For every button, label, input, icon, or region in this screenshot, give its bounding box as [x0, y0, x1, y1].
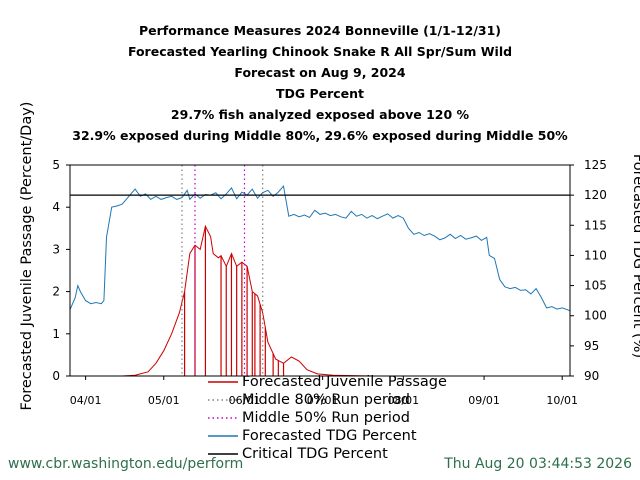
legend-label: Forecasted TDG Percent — [242, 428, 417, 444]
x-tick-label-6: 10/01 — [546, 394, 578, 407]
y-right-tick-label-4: 110 — [584, 248, 607, 262]
x-tick-label-5: 09/01 — [468, 394, 500, 407]
chart-subtitle-middle-exposure: 32.9% exposed during Middle 80%, 29.6% e… — [72, 128, 568, 143]
chart-subtitle-species: Forecasted Yearling Chinook Snake R All … — [127, 44, 513, 59]
legend-item: Critical TDG Percent — [208, 445, 447, 463]
legend-swatch — [208, 381, 238, 383]
y-right-tick-label-0: 90 — [584, 369, 599, 383]
y-left-tick-label-2: 2 — [52, 285, 60, 299]
chart-subtitle-forecast: Forecast on Aug 9, 2024 — [234, 65, 406, 80]
legend-swatch — [208, 435, 238, 437]
x-tick-label-1: 05/01 — [148, 394, 180, 407]
chart-titles: Performance Measures 2024 Bonneville (1/… — [0, 20, 640, 146]
legend-label: Forecasted Juvenile Passage — [242, 374, 447, 390]
plot-frame — [69, 164, 571, 377]
legend-label: Critical TDG Percent — [242, 446, 388, 462]
y-left-axis-label: Forecasted Juvenile Passage (Percent/Day… — [19, 102, 35, 411]
chart-subtitle-exposure: 29.7% fish analyzed exposed above 120 % — [170, 107, 470, 122]
y-right-tick-label-7: 125 — [584, 158, 607, 172]
x-tick-label-0: 04/01 — [70, 394, 102, 407]
tdg-series-line — [69, 184, 571, 312]
y-left-tick-label-5: 5 — [52, 158, 60, 172]
x-tick-label-3: 07/01 — [307, 394, 339, 407]
y-right-tick-label-2: 100 — [584, 309, 607, 323]
y-left-tick-label-0: 0 — [52, 369, 60, 383]
y-right-tick-label-5: 115 — [584, 218, 607, 232]
footer-timestamp: Thu Aug 20 03:44:53 2026 — [444, 456, 632, 472]
legend-label: Middle 50% Run period — [242, 410, 410, 426]
legend-item: Forecasted TDG Percent — [208, 427, 447, 445]
legend-swatch — [208, 417, 238, 419]
chart-title: Performance Measures 2024 Bonneville (1/… — [138, 23, 501, 38]
chart-subtitle-measure: TDG Percent — [275, 86, 365, 101]
y-right-axis-label: Forecasted TDG Percent (%) — [630, 154, 640, 358]
y-right-tick-label-1: 95 — [584, 339, 599, 353]
legend-item: Middle 50% Run period — [208, 409, 447, 427]
y-left-tick-label-3: 3 — [52, 242, 60, 256]
y-left-tick-label-4: 4 — [52, 200, 60, 214]
chart-legend: Forecasted Juvenile Passage Middle 80% Ru… — [208, 373, 447, 463]
y-left-tick-label-1: 1 — [52, 327, 60, 341]
legend-label: Middle 80% Run period — [242, 392, 410, 408]
legend-item: Forecasted Juvenile Passage — [208, 373, 447, 391]
x-tick-label-4: 08/01 — [387, 394, 419, 407]
y-right-tick-label-6: 120 — [584, 188, 607, 202]
legend-swatch — [208, 453, 238, 455]
legend-item: Middle 80% Run period — [208, 391, 447, 409]
passage-series-line — [122, 224, 427, 377]
legend-swatch — [208, 399, 238, 401]
y-right-tick-label-3: 105 — [584, 279, 607, 293]
x-tick-label-2: 06/01 — [229, 394, 261, 407]
footer-url[interactable]: www.cbr.washington.edu/perform — [8, 456, 244, 472]
